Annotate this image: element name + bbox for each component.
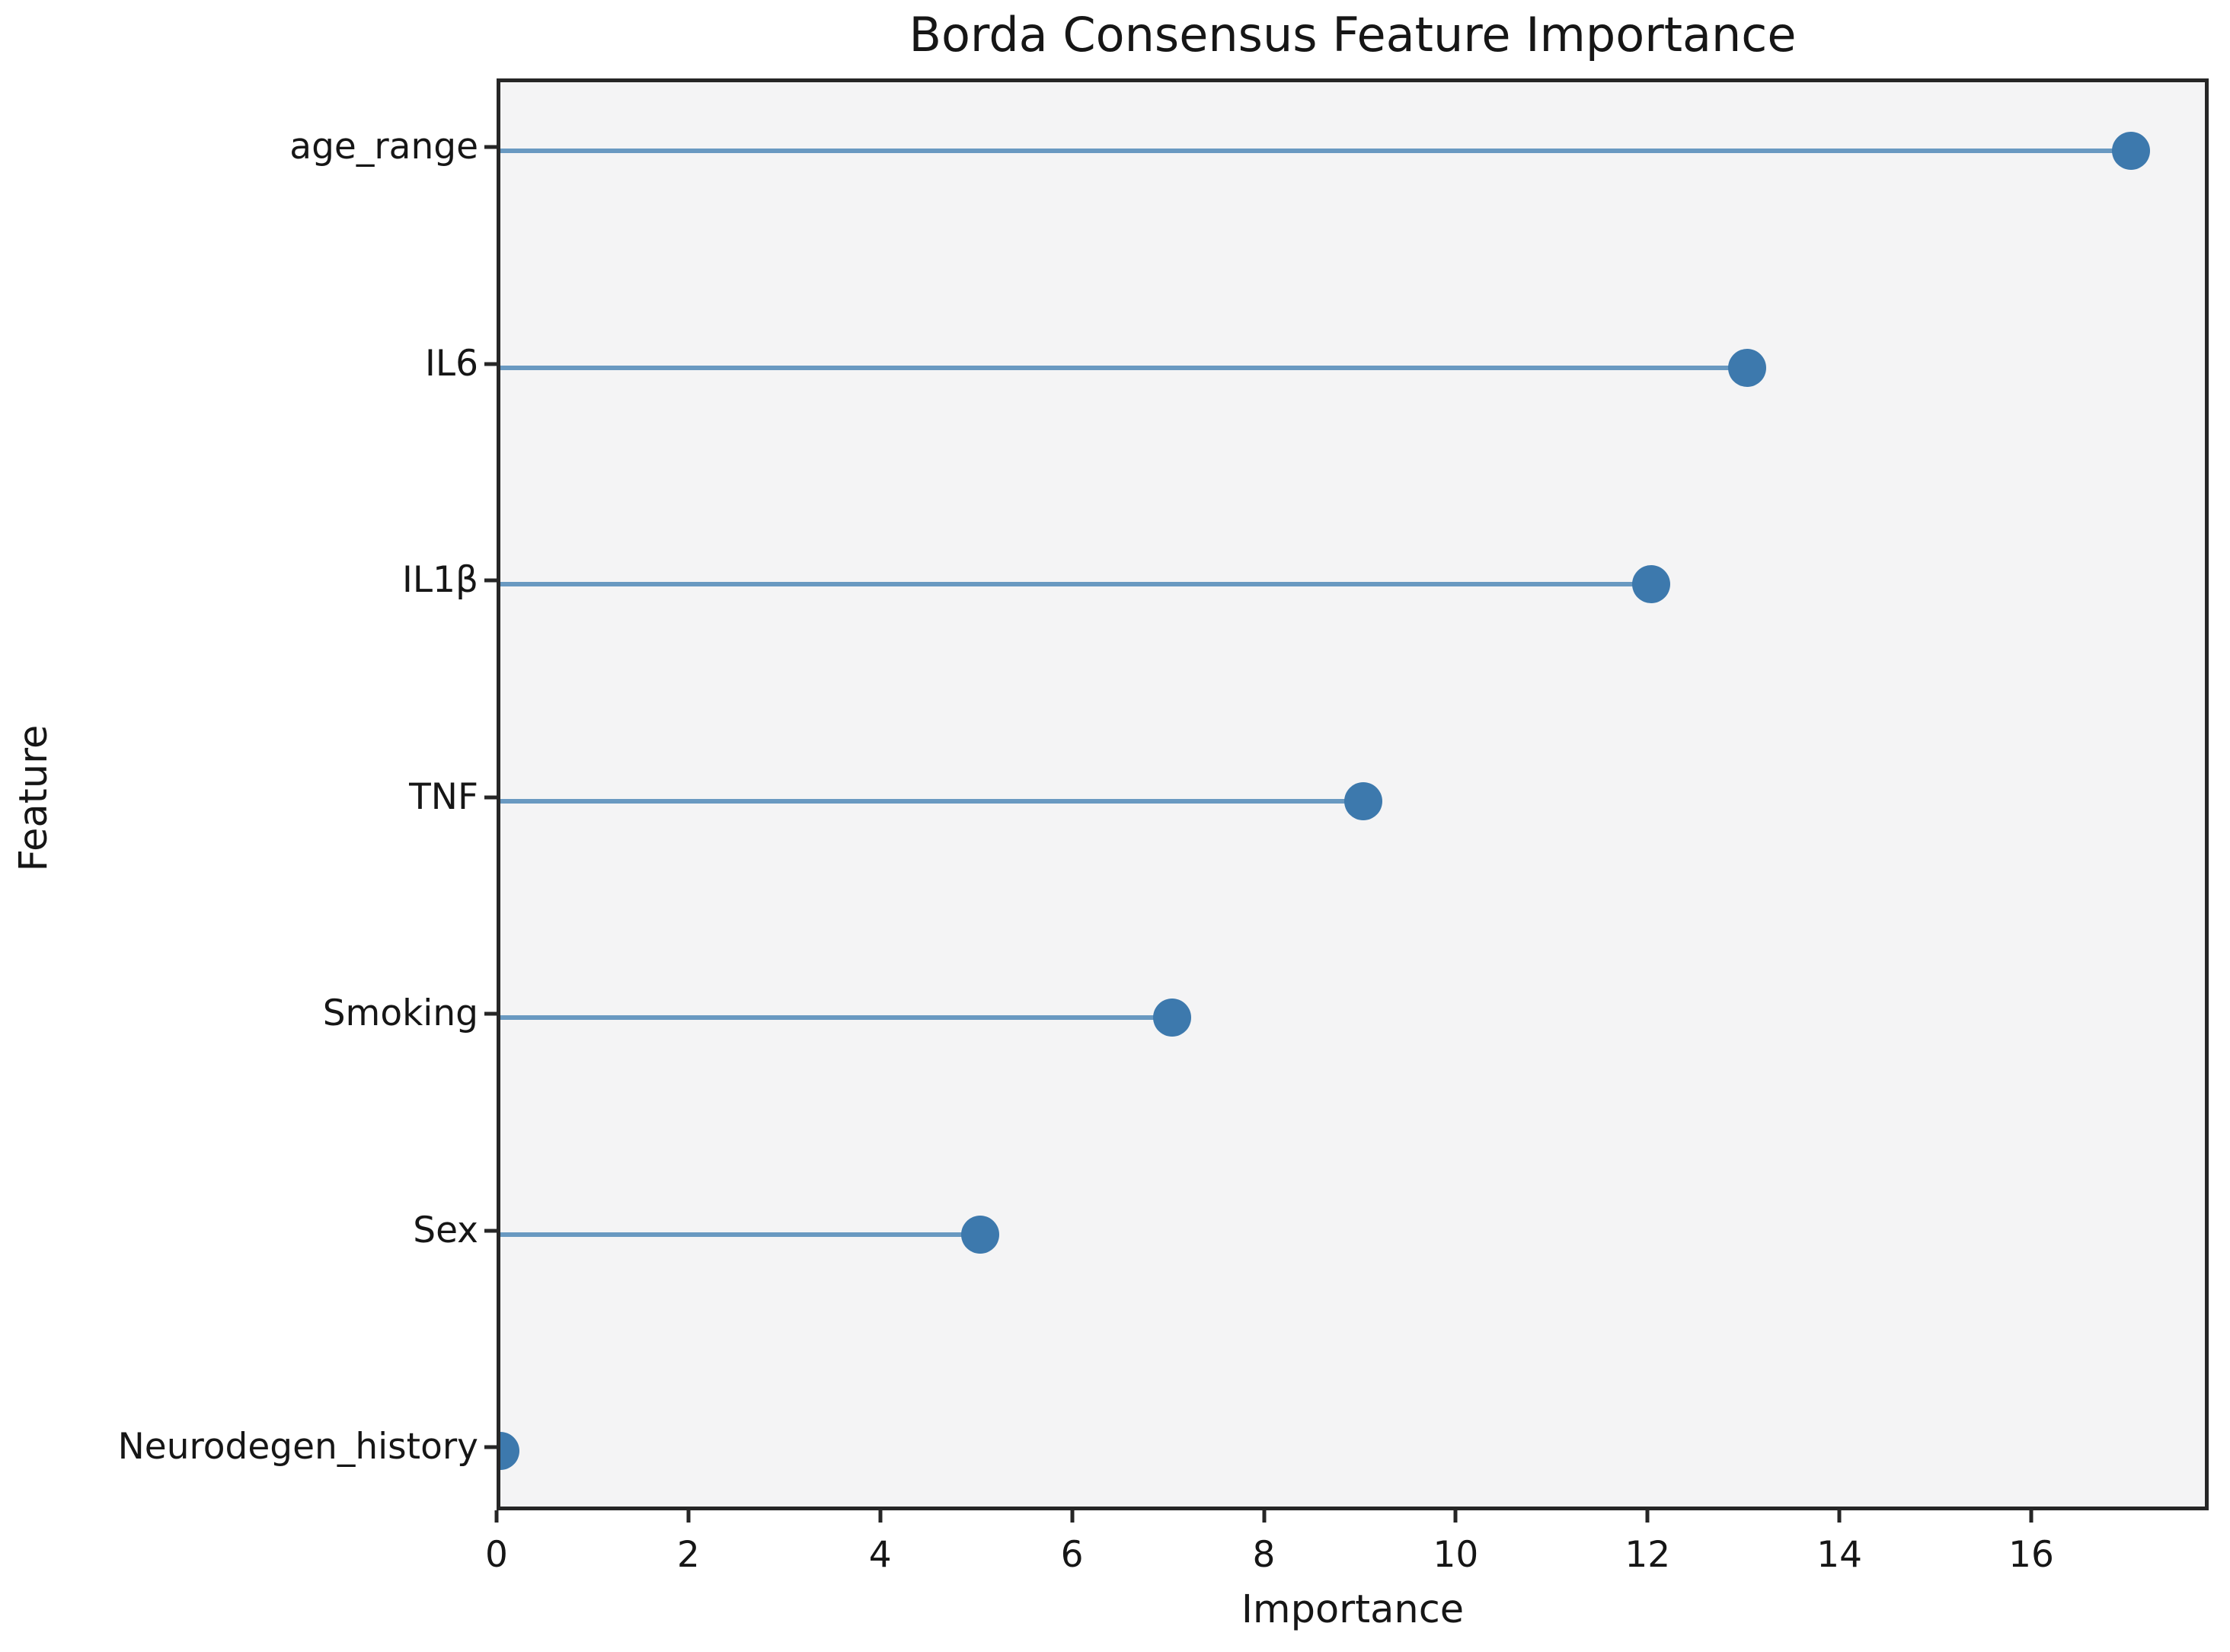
y-tick-label: TNF bbox=[409, 775, 478, 818]
x-axis-tick bbox=[686, 1510, 691, 1523]
x-axis-tick bbox=[878, 1510, 883, 1523]
y-tick-label: Neurodegen_history bbox=[117, 1426, 478, 1468]
data-point bbox=[1632, 565, 1671, 603]
x-tick-label: 4 bbox=[868, 1534, 892, 1576]
y-axis-tick bbox=[484, 795, 497, 799]
x-axis-tick bbox=[1645, 1510, 1650, 1523]
stem-line bbox=[500, 1232, 980, 1237]
x-tick-label: 0 bbox=[485, 1534, 508, 1576]
stem-line bbox=[500, 1015, 1172, 1020]
y-tick-label: age_range bbox=[289, 126, 478, 168]
y-tick-label: Smoking bbox=[322, 992, 478, 1034]
data-point bbox=[1728, 348, 1767, 387]
x-axis-tick bbox=[1262, 1510, 1266, 1523]
x-axis-tick bbox=[2029, 1510, 2034, 1523]
x-axis-label: Importance bbox=[1241, 1587, 1465, 1632]
plot-area bbox=[497, 78, 2209, 1510]
y-axis-tick bbox=[484, 1445, 497, 1449]
y-tick-label: IL1β bbox=[402, 559, 478, 601]
x-tick-label: 8 bbox=[1252, 1534, 1276, 1576]
x-axis-tick bbox=[494, 1510, 499, 1523]
y-axis-tick bbox=[484, 578, 497, 583]
y-axis-tick bbox=[484, 362, 497, 366]
x-tick-label: 14 bbox=[1816, 1534, 1863, 1576]
data-point bbox=[1344, 781, 1383, 820]
x-axis-tick bbox=[1837, 1510, 1842, 1523]
data-point bbox=[500, 1432, 519, 1470]
x-tick-label: 6 bbox=[1060, 1534, 1084, 1576]
y-tick-label: IL6 bbox=[425, 342, 478, 385]
data-point bbox=[2111, 132, 2150, 170]
stem-line bbox=[500, 149, 2131, 153]
x-tick-label: 10 bbox=[1433, 1534, 1479, 1576]
y-axis-tick bbox=[484, 1229, 497, 1232]
stem-line bbox=[500, 582, 1652, 586]
y-axis-tick bbox=[484, 145, 497, 149]
x-tick-label: 12 bbox=[1625, 1534, 1671, 1576]
y-tick-label: Sex bbox=[413, 1209, 478, 1251]
y-axis-tick bbox=[484, 1011, 497, 1016]
x-tick-label: 2 bbox=[676, 1534, 700, 1576]
x-tick-label: 16 bbox=[2008, 1534, 2054, 1576]
stem-line bbox=[500, 365, 1748, 370]
x-axis-tick bbox=[1070, 1510, 1075, 1523]
data-point bbox=[1152, 999, 1191, 1037]
data-point bbox=[960, 1215, 999, 1254]
y-axis-label: Feature bbox=[11, 724, 56, 872]
x-axis-tick bbox=[1453, 1510, 1458, 1523]
stem-line bbox=[500, 798, 1364, 804]
chart-title: Borda Consensus Feature Importance bbox=[909, 7, 1797, 62]
